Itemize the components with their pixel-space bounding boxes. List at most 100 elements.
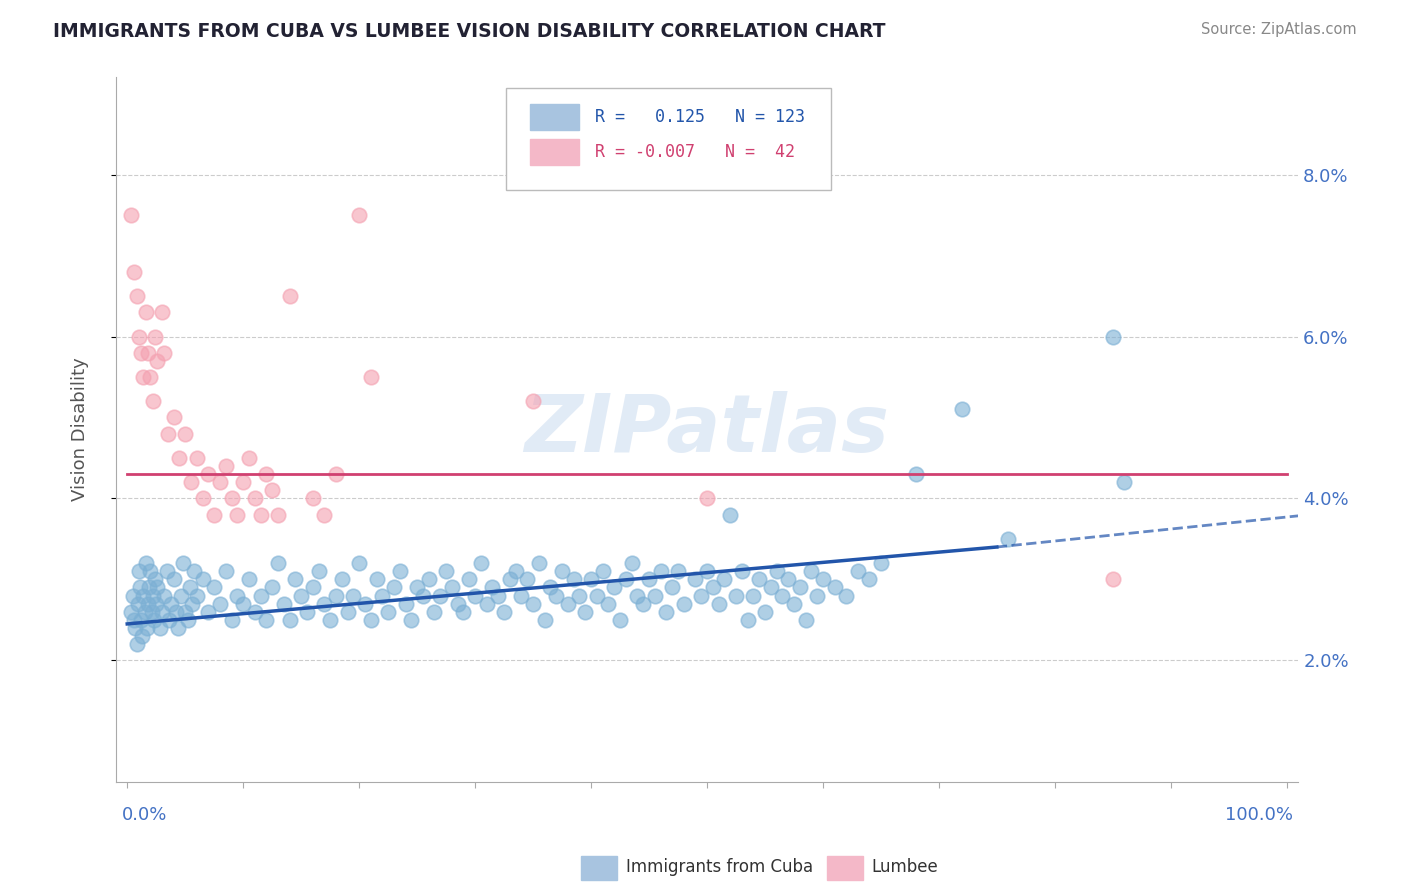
Point — [165, 605, 187, 619]
Point — [180, 475, 202, 490]
Point — [626, 589, 648, 603]
Point — [301, 491, 323, 506]
Point — [221, 491, 243, 506]
Point — [342, 589, 364, 603]
Point — [546, 589, 568, 603]
Point — [122, 613, 145, 627]
Point — [811, 573, 834, 587]
Point — [167, 621, 190, 635]
Point — [215, 564, 238, 578]
Point — [713, 573, 735, 587]
Point — [453, 605, 475, 619]
Point — [522, 394, 544, 409]
Point — [146, 353, 169, 368]
Point — [557, 597, 579, 611]
Point — [226, 508, 249, 522]
Point — [202, 581, 225, 595]
Y-axis label: Vision Disability: Vision Disability — [72, 358, 89, 501]
Point — [278, 613, 301, 627]
Point — [134, 605, 156, 619]
Point — [754, 605, 776, 619]
Point — [243, 491, 266, 506]
Point — [169, 589, 191, 603]
Point — [382, 581, 405, 595]
Point — [551, 564, 574, 578]
Point — [360, 613, 382, 627]
Point — [181, 597, 204, 611]
Point — [707, 597, 730, 611]
Point — [347, 208, 370, 222]
Point — [429, 589, 451, 603]
Point — [481, 581, 503, 595]
Point — [157, 613, 180, 627]
Point — [655, 605, 678, 619]
Point — [858, 573, 880, 587]
Point — [128, 564, 150, 578]
Point — [273, 597, 295, 611]
Point — [666, 564, 689, 578]
Point — [418, 573, 440, 587]
Point — [527, 556, 550, 570]
Point — [770, 589, 793, 603]
Point — [731, 564, 754, 578]
Point — [262, 483, 284, 498]
Point — [143, 329, 166, 343]
Point — [789, 581, 811, 595]
Bar — [530, 103, 579, 130]
Point — [759, 581, 782, 595]
Point — [284, 573, 307, 587]
Point — [406, 581, 429, 595]
Point — [366, 573, 388, 587]
Point — [238, 573, 260, 587]
Point — [156, 564, 179, 578]
Point — [191, 491, 214, 506]
Point — [598, 597, 620, 611]
Point — [145, 597, 167, 611]
Point — [142, 394, 165, 409]
Point — [718, 508, 741, 522]
Point — [806, 589, 828, 603]
Point — [186, 589, 208, 603]
Point — [950, 402, 973, 417]
Text: Source: ZipAtlas.com: Source: ZipAtlas.com — [1201, 22, 1357, 37]
Point — [742, 589, 765, 603]
Point — [136, 345, 159, 359]
Point — [141, 605, 163, 619]
Point — [129, 613, 152, 627]
Point — [748, 573, 770, 587]
Point — [176, 613, 198, 627]
Point — [778, 573, 800, 587]
Point — [371, 589, 394, 603]
Point — [330, 573, 353, 587]
Point — [516, 573, 538, 587]
Point — [125, 289, 148, 303]
Point — [696, 491, 718, 506]
Point — [638, 573, 661, 587]
Point — [685, 573, 707, 587]
Point — [128, 329, 150, 343]
Text: 100.0%: 100.0% — [1225, 806, 1292, 824]
Point — [125, 637, 148, 651]
Point — [238, 450, 260, 465]
Bar — [530, 139, 579, 166]
Point — [162, 410, 184, 425]
Text: R =   0.125   N = 123: R = 0.125 N = 123 — [595, 108, 804, 126]
Point — [510, 589, 533, 603]
Point — [765, 564, 787, 578]
Point — [538, 581, 561, 595]
Point — [226, 589, 249, 603]
Point — [162, 573, 184, 587]
Point — [179, 581, 201, 595]
Point — [149, 621, 172, 635]
Point — [295, 605, 318, 619]
Point — [835, 589, 858, 603]
Point — [579, 573, 602, 587]
Point — [131, 629, 153, 643]
Point — [1101, 329, 1123, 343]
Point — [197, 467, 219, 482]
Point — [156, 426, 179, 441]
Point — [592, 564, 614, 578]
Point — [191, 573, 214, 587]
Point — [696, 564, 718, 578]
FancyBboxPatch shape — [506, 88, 831, 190]
